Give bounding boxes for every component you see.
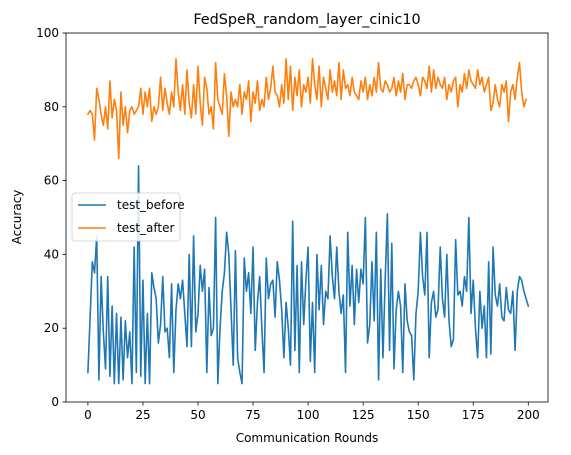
x-tick-label: 175: [462, 408, 485, 422]
x-axis: 0 25 50 75 100 125 150 175 200: [84, 402, 540, 422]
x-tick-label: 0: [84, 408, 92, 422]
x-tick-label: 50: [190, 408, 205, 422]
series-line-test-before: [87, 165, 530, 385]
legend-label-test-after: test_after: [117, 221, 175, 235]
y-tick-label: 40: [44, 247, 59, 261]
x-tick-label: 125: [352, 408, 375, 422]
y-tick-label: 60: [44, 174, 59, 188]
y-tick-label: 80: [44, 100, 59, 114]
chart-title: FedSpeR_random_layer_cinic10: [193, 12, 420, 28]
x-axis-label: Communication Rounds: [236, 431, 379, 445]
x-tick-label: 150: [407, 408, 430, 422]
x-tick-label: 100: [297, 408, 320, 422]
y-tick-label: 20: [44, 321, 59, 335]
plot-frame: [65, 32, 549, 403]
x-tick-label: 200: [517, 408, 540, 422]
series-line-test-after: [86, 58, 528, 160]
x-tick-label: 75: [245, 408, 260, 422]
legend-label-test-before: test_before: [117, 198, 185, 212]
x-tick-label: 25: [135, 408, 150, 422]
y-axis: 0 20 40 60 80 100: [36, 26, 66, 409]
y-axis-label: Accuracy: [10, 190, 24, 245]
y-tick-label: 0: [51, 395, 59, 409]
y-tick-label: 100: [36, 26, 59, 40]
legend: test_before test_after: [71, 192, 185, 242]
plot-area: [86, 58, 530, 385]
